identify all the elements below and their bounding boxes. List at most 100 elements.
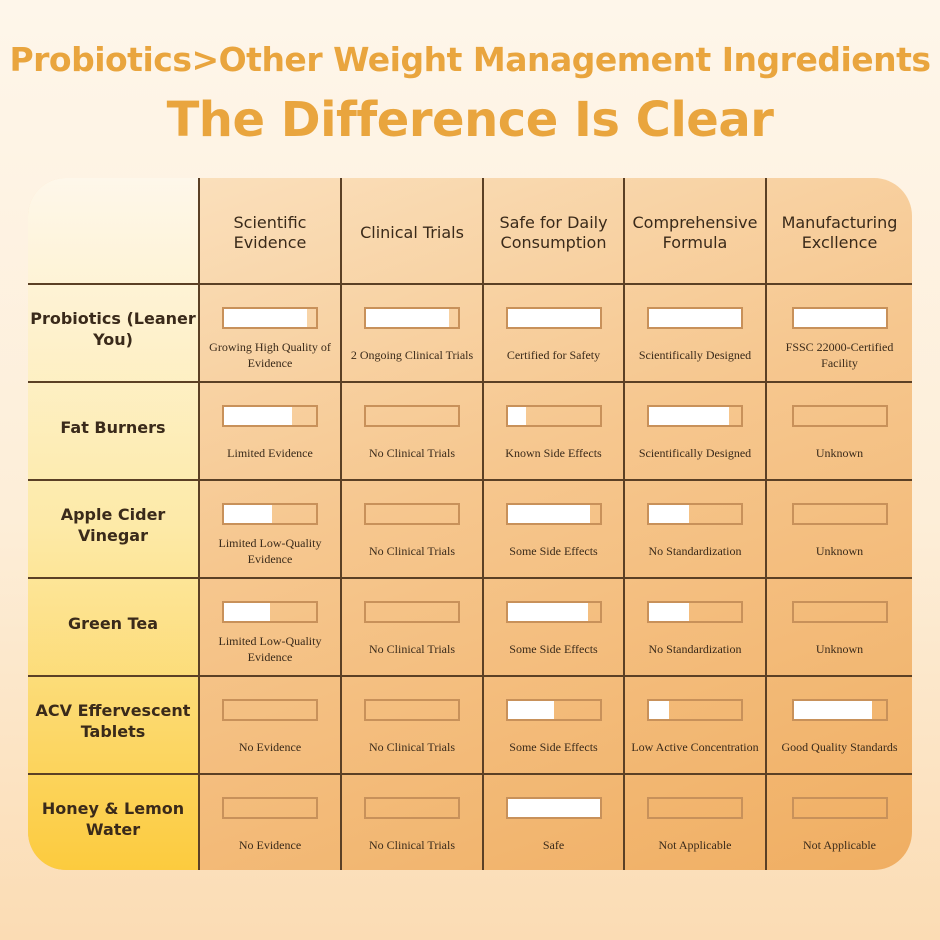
rating-bar xyxy=(647,405,743,427)
rating-bar xyxy=(647,797,743,819)
rating-cell: Certified for Safety xyxy=(482,283,623,381)
rating-cell: Unknown xyxy=(765,577,912,675)
rating-cell: No Standardization xyxy=(623,577,765,675)
rating-bar-fill xyxy=(224,309,307,327)
rating-text: No Evidence xyxy=(238,838,302,852)
rating-cell: No Evidence xyxy=(198,675,340,773)
rating-text: Growing High Quality of Evidence xyxy=(209,340,331,370)
column-header: Manufacturing Excllence xyxy=(765,178,912,283)
rating-cell: Safe xyxy=(482,773,623,870)
rating-cell: Good Quality Standards xyxy=(765,675,912,773)
rating-text: No Clinical Trials xyxy=(368,544,455,558)
rating-bar-fill xyxy=(649,603,690,621)
rating-cell: FSSC 22000-Certified Facility xyxy=(765,283,912,381)
rating-cell: Not Applicable xyxy=(765,773,912,870)
comparison-grid: Scientific Evidence Clinical Trials Safe f… xyxy=(28,178,912,870)
row-label: Honey & Lemon Water xyxy=(28,773,198,870)
rating-bar xyxy=(791,405,888,427)
rating-bar-fill xyxy=(649,505,690,523)
row-label-column xyxy=(28,178,198,870)
rating-bar-fill xyxy=(507,799,600,817)
row-label: ACV Effervescent Tablets xyxy=(28,675,198,773)
column-header: Scientific Evidence xyxy=(198,178,340,283)
rating-bar xyxy=(505,405,602,427)
rating-cell: Some Side Effects xyxy=(482,675,623,773)
rating-cell: Growing High Quality of Evidence xyxy=(198,283,340,381)
rating-text: Good Quality Standards xyxy=(781,740,898,754)
rating-bar xyxy=(647,307,743,329)
column-header: Safe for Daily Consumption xyxy=(482,178,623,283)
rating-text: Limited Low-Quality Evidence xyxy=(218,536,322,566)
column-header: Clinical Trials xyxy=(340,178,482,283)
rating-text: Some Side Effects xyxy=(509,740,598,754)
rating-bar-fill xyxy=(224,407,293,425)
rating-bar-fill xyxy=(507,505,591,523)
rating-bar xyxy=(791,601,888,623)
rating-cell: No Evidence xyxy=(198,773,340,870)
rating-text: Limited Low-Quality Evidence xyxy=(218,634,322,664)
rating-bar xyxy=(647,699,743,721)
row-label: Green Tea xyxy=(28,577,198,675)
rating-cell: Known Side Effects xyxy=(482,381,623,479)
rating-bar-fill xyxy=(224,505,272,523)
rating-text: No Standardization xyxy=(648,544,742,558)
rating-bar xyxy=(505,699,602,721)
rating-bar xyxy=(791,797,888,819)
rating-cell: Scientifically Designed xyxy=(623,283,765,381)
rating-bar xyxy=(222,601,318,623)
rating-text: No Standardization xyxy=(648,642,742,656)
rating-text: Unknown xyxy=(815,446,864,460)
rating-cell: No Clinical Trials xyxy=(340,577,482,675)
rating-text: No Clinical Trials xyxy=(368,740,455,754)
rating-bar xyxy=(222,405,318,427)
rating-bar-fill xyxy=(649,701,670,719)
rating-text: Known Side Effects xyxy=(505,446,602,460)
rating-text: No Clinical Trials xyxy=(368,642,455,656)
rating-cell: No Clinical Trials xyxy=(340,675,482,773)
rating-bar xyxy=(364,699,460,721)
rating-text: Low Active Concentration xyxy=(631,740,759,754)
rating-text: Some Side Effects xyxy=(509,544,598,558)
rating-cell: Scientifically Designed xyxy=(623,381,765,479)
rating-cell: Limited Evidence xyxy=(198,381,340,479)
rating-text: Unknown xyxy=(815,544,864,558)
rating-cell: No Clinical Trials xyxy=(340,773,482,870)
rating-text: Limited Evidence xyxy=(227,446,313,460)
rating-bar xyxy=(791,503,888,525)
rating-cell: Limited Low-Quality Evidence xyxy=(198,479,340,577)
subheadline: The Difference Is Clear xyxy=(166,92,774,148)
rating-text: No Evidence xyxy=(238,740,302,754)
rating-bar-fill xyxy=(793,309,886,327)
rating-cell: Low Active Concentration xyxy=(623,675,765,773)
rating-bar-fill xyxy=(507,603,588,621)
rating-bar-fill xyxy=(793,701,872,719)
rating-text: No Clinical Trials xyxy=(368,838,455,852)
rating-cell: 2 Ongoing Clinical Trials xyxy=(340,283,482,381)
headline: Probiotics>Other Weight Management Ingre… xyxy=(9,40,931,79)
column-header: Comprehensive Formula xyxy=(623,178,765,283)
rating-cell: Unknown xyxy=(765,479,912,577)
rating-text: Certified for Safety xyxy=(506,348,601,362)
rating-bar-fill xyxy=(224,603,270,621)
rating-text: Scientifically Designed xyxy=(638,348,752,362)
rating-bar xyxy=(364,797,460,819)
rating-bar xyxy=(791,699,888,721)
rating-bar xyxy=(364,405,460,427)
rating-bar xyxy=(505,503,602,525)
rating-text: Some Side Effects xyxy=(509,642,598,656)
rating-cell: Some Side Effects xyxy=(482,577,623,675)
rating-cell: No Clinical Trials xyxy=(340,479,482,577)
rating-bar-fill xyxy=(649,407,730,425)
rating-text: 2 Ongoing Clinical Trials xyxy=(350,348,474,362)
rating-bar xyxy=(791,307,888,329)
rating-cell: No Standardization xyxy=(623,479,765,577)
comparison-table: Scientific Evidence Clinical Trials Safe f… xyxy=(28,178,912,870)
rating-bar xyxy=(505,797,602,819)
rating-bar xyxy=(222,797,318,819)
rating-cell: Unknown xyxy=(765,381,912,479)
rating-bar xyxy=(364,307,460,329)
rating-bar xyxy=(647,503,743,525)
rating-bar xyxy=(222,503,318,525)
rating-bar xyxy=(364,601,460,623)
rating-cell: Limited Low-Quality Evidence xyxy=(198,577,340,675)
